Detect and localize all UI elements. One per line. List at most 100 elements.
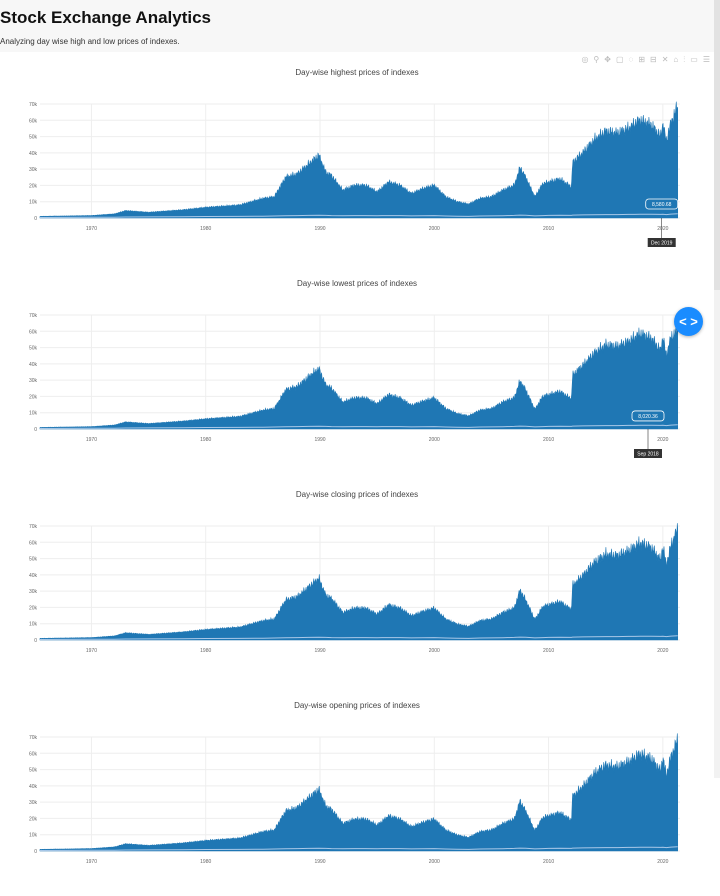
autoscale-icon[interactable]: ✕ (661, 55, 669, 64)
chart-title: Day-wise lowest prices of indexes (296, 279, 418, 288)
y-tick-label: 60k (29, 329, 38, 335)
chart-1[interactable]: Day-wise highest prices of indexes 0 10k 20… (0, 52, 714, 263)
y-tick-label: 40k (29, 573, 38, 579)
y-tick-label: 20k (29, 183, 38, 189)
x-tick-label: 2000 (429, 648, 440, 654)
x-tick-label: 1970 (86, 226, 97, 232)
y-tick-label: 60k (29, 751, 38, 757)
x-tick-label: 1990 (314, 437, 325, 443)
chart-svg[interactable]: 0 10k 20k 30k 40k 50k 60k 70k 1970 1980 1990 2000 20… (0, 474, 714, 685)
area-series[interactable] (39, 523, 679, 641)
pan-icon[interactable]: ✥ (604, 55, 611, 64)
y-tick-label: 70k (29, 735, 38, 741)
area-series[interactable] (39, 327, 679, 430)
x-tick-label: 2010 (543, 648, 554, 654)
chart-title: Day-wise opening prices of indexes (294, 701, 420, 710)
area-series[interactable] (39, 733, 679, 852)
x-tick-label: 1970 (86, 859, 97, 865)
y-tick-label: 20k (29, 394, 38, 400)
y-tick-label: 10k (29, 200, 38, 206)
y-tick-label: 50k (29, 135, 38, 141)
hover-value: 8,020.36 (638, 414, 658, 420)
x-tick-label: 2020 (657, 437, 668, 443)
x-tick-label: 2020 (657, 859, 668, 865)
scrollbar-thumb[interactable] (714, 0, 720, 290)
chart-svg[interactable]: 0 10k 20k 30k 40k 50k 60k 70k 1970 1980 1990 2000 20… (0, 263, 714, 474)
baseline-series (39, 424, 678, 429)
x-tick-label: 1990 (314, 648, 325, 654)
page-subtitle: Analyzing day wise high and low prices o… (0, 37, 180, 46)
y-tick-label: 70k (29, 313, 38, 319)
x-tick-label: 2000 (429, 859, 440, 865)
y-tick-label: 70k (29, 102, 38, 108)
page-header: Stock Exchange Analytics Analyzing day w… (0, 0, 714, 52)
y-tick-label: 30k (29, 589, 38, 595)
baseline-series (39, 635, 678, 640)
zoom-icon[interactable]: ⚲ (593, 55, 600, 64)
hover-value: 8,580.68 (652, 202, 672, 208)
y-tick-label: 40k (29, 784, 38, 790)
x-tick-label: 2000 (429, 226, 440, 232)
lasso-icon[interactable]: ◌ (628, 55, 634, 64)
x-tick-label: 1970 (86, 437, 97, 443)
spike-lines-icon[interactable]: ⫶ (683, 55, 686, 64)
code-brackets-icon: < > (679, 314, 698, 329)
hover-label: 8,020.36 Sep 2018 (631, 410, 665, 458)
zoom-in-icon[interactable]: ⊞ (638, 55, 646, 64)
baseline-series (39, 213, 678, 218)
x-tick-label: 1980 (200, 226, 211, 232)
y-tick-label: 40k (29, 362, 38, 368)
y-tick-label: 0 (34, 427, 37, 433)
y-tick-label: 10k (29, 411, 38, 417)
chart-2[interactable]: Day-wise lowest prices of indexes 0 10k 20k… (0, 263, 714, 474)
chart-3[interactable]: Day-wise closing prices of indexes 0 10k 20… (0, 474, 714, 685)
x-tick-label: 1970 (86, 648, 97, 654)
hover-label: 8,580.68 Dec 2019 (645, 198, 679, 247)
chart-svg[interactable]: 0 10k 20k 30k 40k 50k 60k 70k 1970 1980 1990 2000 20… (0, 685, 714, 896)
chart-4[interactable]: Day-wise opening prices of indexes 0 10k 20… (0, 685, 714, 896)
x-tick-label: 2010 (543, 437, 554, 443)
reset-axes-icon[interactable]: ⌂ (673, 55, 679, 64)
y-tick-label: 50k (29, 768, 38, 774)
x-tick-label: 2010 (543, 859, 554, 865)
hover-closest-icon[interactable]: ▭ (690, 55, 698, 64)
y-tick-label: 30k (29, 800, 38, 806)
chart-title: Day-wise highest prices of indexes (295, 68, 419, 77)
y-tick-label: 0 (34, 849, 37, 855)
x-tick-label: 1990 (314, 226, 325, 232)
y-tick-label: 50k (29, 346, 38, 352)
y-tick-label: 10k (29, 622, 38, 628)
chart-svg[interactable]: 0 10k 20k 30k 40k 50k 60k 70k 1970 1980 1990 2000 20… (0, 52, 714, 263)
y-tick-label: 30k (29, 167, 38, 173)
page-scrollbar[interactable] (714, 0, 720, 778)
y-tick-label: 40k (29, 151, 38, 157)
y-tick-label: 20k (29, 816, 38, 822)
y-tick-label: 10k (29, 833, 38, 839)
y-tick-label: 0 (34, 216, 37, 222)
y-tick-label: 30k (29, 378, 38, 384)
box-select-icon[interactable]: ▢ (615, 55, 624, 64)
x-tick-label: 1980 (200, 648, 211, 654)
camera-icon[interactable]: ◎ (581, 55, 589, 64)
y-tick-label: 70k (29, 524, 38, 530)
y-tick-label: 50k (29, 557, 38, 563)
y-tick-label: 60k (29, 118, 38, 124)
hover-compare-icon[interactable]: ☰ (702, 55, 710, 64)
x-tick-label: 1980 (200, 859, 211, 865)
chart-modebar: ◎ ⚲ ✥ ▢ ◌ ⊞ ⊟ ✕ ⌂ ⫶ ▭ ☰ (581, 55, 710, 65)
x-tick-label: 2000 (429, 437, 440, 443)
x-tick-label: 2010 (543, 226, 554, 232)
page-title: Stock Exchange Analytics (0, 8, 212, 27)
y-tick-label: 20k (29, 605, 38, 611)
area-series[interactable] (39, 101, 679, 219)
zoom-out-icon[interactable]: ⊟ (650, 55, 657, 64)
chart-title: Day-wise closing prices of indexes (295, 490, 419, 499)
floating-code-button[interactable]: < > (674, 307, 703, 336)
x-tick-label: 2020 (657, 648, 668, 654)
y-tick-label: 0 (34, 638, 37, 644)
hover-date: Dec 2019 (651, 241, 673, 247)
x-tick-label: 1990 (314, 859, 325, 865)
hover-date: Sep 2018 (637, 452, 659, 458)
x-tick-label: 2020 (657, 226, 668, 232)
x-tick-label: 1980 (200, 437, 211, 443)
